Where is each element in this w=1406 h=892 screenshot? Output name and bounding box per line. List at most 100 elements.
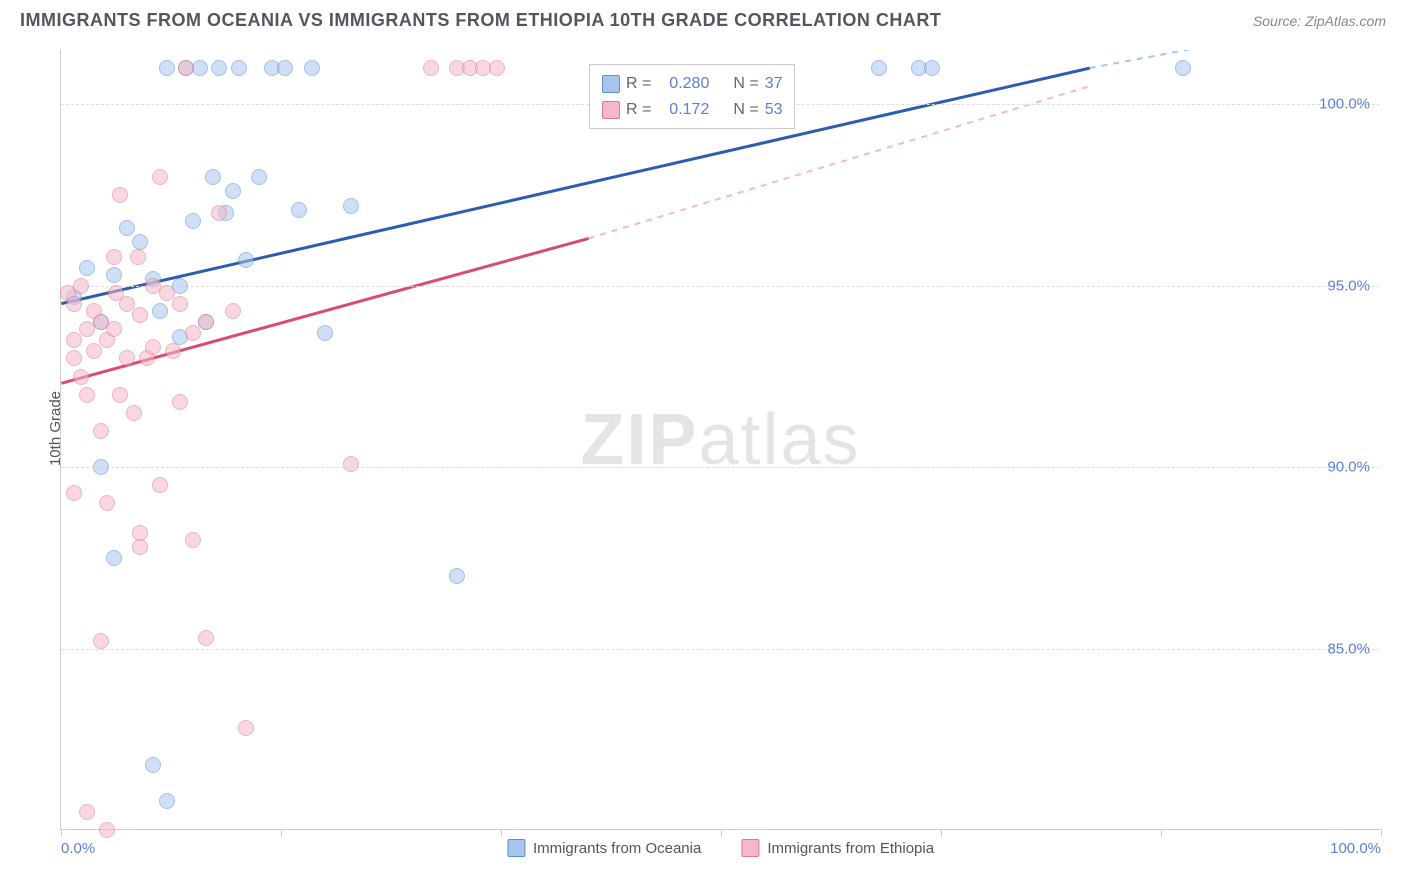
scatter-point: [99, 822, 115, 838]
scatter-point: [66, 485, 82, 501]
trend-lines: [61, 50, 1380, 829]
tick-v: [1381, 829, 1382, 837]
scatter-point: [73, 369, 89, 385]
scatter-point: [145, 339, 161, 355]
scatter-point: [79, 260, 95, 276]
r-label: R =: [626, 71, 651, 97]
scatter-point: [231, 60, 247, 76]
scatter-point: [93, 423, 109, 439]
x-tick-label: 100.0%: [1330, 840, 1381, 857]
y-tick-label: 100.0%: [1319, 96, 1370, 113]
scatter-point: [304, 60, 320, 76]
scatter-point: [119, 220, 135, 236]
tick-v: [501, 829, 502, 837]
scatter-point: [66, 296, 82, 312]
legend-swatch: [741, 839, 759, 857]
gridline-h: [61, 649, 1380, 650]
n-value: 53: [765, 97, 783, 123]
scatter-point: [871, 60, 887, 76]
legend-swatch: [507, 839, 525, 857]
scatter-point: [152, 169, 168, 185]
scatter-point: [291, 202, 307, 218]
scatter-point: [172, 296, 188, 312]
legend-swatch: [602, 75, 620, 93]
scatter-point: [93, 633, 109, 649]
scatter-point: [93, 459, 109, 475]
scatter-point: [159, 793, 175, 809]
scatter-point: [238, 252, 254, 268]
r-value: 0.172: [657, 97, 709, 123]
r-value: 0.280: [657, 71, 709, 97]
legend-series: Immigrants from Oceania Immigrants from …: [507, 839, 934, 857]
scatter-point: [86, 343, 102, 359]
scatter-point: [185, 325, 201, 341]
legend-stats-row: R = 0.172 N = 53: [602, 97, 782, 123]
scatter-point: [185, 213, 201, 229]
scatter-point: [211, 205, 227, 221]
scatter-point: [132, 234, 148, 250]
chart-title: IMMIGRANTS FROM OCEANIA VS IMMIGRANTS FR…: [20, 10, 941, 31]
tick-v: [61, 829, 62, 837]
scatter-point: [106, 267, 122, 283]
scatter-point: [119, 350, 135, 366]
scatter-point: [343, 198, 359, 214]
scatter-point: [79, 804, 95, 820]
scatter-point: [211, 60, 227, 76]
scatter-point: [277, 60, 293, 76]
legend-stats: R = 0.280 N = 37 R = 0.172 N = 53: [589, 64, 795, 129]
scatter-point: [205, 169, 221, 185]
legend-series-label: Immigrants from Ethiopia: [767, 840, 934, 857]
scatter-point: [132, 539, 148, 555]
scatter-point: [152, 303, 168, 319]
scatter-point: [165, 343, 181, 359]
scatter-point: [106, 321, 122, 337]
scatter-point: [198, 314, 214, 330]
scatter-chart: ZIPatlas 85.0%90.0%95.0%100.0%0.0%100.0%…: [60, 50, 1380, 830]
scatter-point: [178, 60, 194, 76]
scatter-point: [924, 60, 940, 76]
y-tick-label: 85.0%: [1327, 640, 1370, 657]
legend-swatch: [602, 101, 620, 119]
scatter-point: [1175, 60, 1191, 76]
gridline-h: [61, 286, 1380, 287]
n-label: N =: [733, 71, 758, 97]
scatter-point: [66, 332, 82, 348]
legend-series-item: Immigrants from Oceania: [507, 839, 701, 857]
scatter-point: [145, 757, 161, 773]
x-tick-label: 0.0%: [61, 840, 95, 857]
chart-source: Source: ZipAtlas.com: [1253, 13, 1386, 29]
tick-v: [941, 829, 942, 837]
legend-series-item: Immigrants from Ethiopia: [741, 839, 934, 857]
scatter-point: [238, 720, 254, 736]
gridline-h: [61, 467, 1380, 468]
tick-v: [281, 829, 282, 837]
r-label: R =: [626, 97, 651, 123]
scatter-point: [112, 387, 128, 403]
scatter-point: [225, 303, 241, 319]
scatter-point: [449, 568, 465, 584]
chart-header: IMMIGRANTS FROM OCEANIA VS IMMIGRANTS FR…: [0, 0, 1406, 36]
legend-series-label: Immigrants from Oceania: [533, 840, 701, 857]
scatter-point: [112, 187, 128, 203]
n-label: N =: [733, 97, 758, 123]
scatter-point: [489, 60, 505, 76]
scatter-point: [66, 350, 82, 366]
scatter-point: [172, 394, 188, 410]
scatter-point: [343, 456, 359, 472]
tick-v: [1161, 829, 1162, 837]
scatter-point: [423, 60, 439, 76]
scatter-point: [317, 325, 333, 341]
scatter-point: [79, 387, 95, 403]
scatter-point: [198, 630, 214, 646]
scatter-point: [251, 169, 267, 185]
scatter-point: [108, 285, 124, 301]
scatter-point: [130, 249, 146, 265]
scatter-point: [152, 477, 168, 493]
scatter-point: [106, 249, 122, 265]
tick-v: [721, 829, 722, 837]
legend-stats-row: R = 0.280 N = 37: [602, 71, 782, 97]
scatter-point: [185, 532, 201, 548]
scatter-point: [106, 550, 122, 566]
scatter-point: [225, 183, 241, 199]
y-tick-label: 90.0%: [1327, 459, 1370, 476]
